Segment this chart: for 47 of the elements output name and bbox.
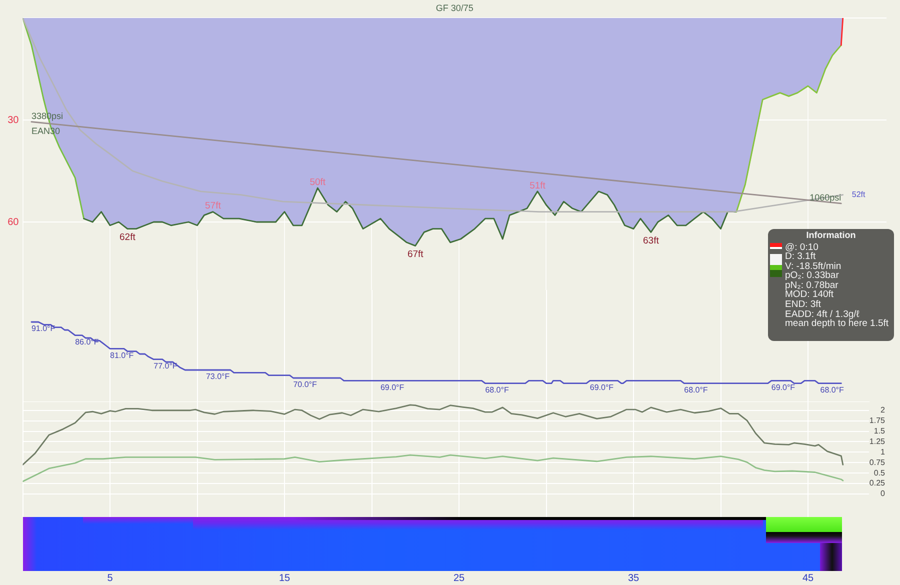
data-label: 52ft [852,190,866,200]
data-label: 70.0°F [293,380,318,390]
annotation: Information [805,229,857,241]
annotation: V: -18.5ft/min [785,260,842,272]
x-tick-label: 45 [802,572,814,584]
data-label: 68.0°F [684,386,708,395]
data-label: 68.0°F [820,386,844,395]
data-label: 63ft [643,236,660,247]
annotation: END: 3ft [785,299,821,310]
chart-title: GF 30/75 [436,2,474,13]
annotation: mean depth to here 1.5ft [785,318,889,330]
data-label: 69.0°F [380,382,404,392]
data-label: 51ft [530,180,546,192]
data-label: 57ft [205,200,222,212]
data-label: 67ft [407,249,424,260]
y2-tick-label: 0.25 [869,478,886,488]
data-label: 62ft [120,232,136,244]
annotation: EADD: 4ft / 1.3g/ℓ [785,308,860,320]
data-label: 69.0°F [590,382,614,392]
data-label: 50ft [310,176,326,188]
annotation: D: 3.1ft [785,251,816,262]
data-label: 68.0°F [485,386,509,395]
data-label: 81.0°F [110,350,134,360]
data-label: 91.0°F [31,324,56,334]
y-tick-label: 60 [8,216,20,228]
y2-tick-label: 1 [880,447,886,456]
x-tick-label: 15 [278,572,291,584]
data-label: 77.0°F [154,362,178,371]
y-tick-label: 30 [8,114,20,126]
data-label: 73.0°F [206,372,230,382]
x-tick-label: 25 [453,572,466,584]
y2-tick-label: 0 [880,489,886,498]
annotation: pO₂: 0.33bar [785,270,840,282]
data-label: 86.0°F [75,338,99,347]
data-label: 1060psi [810,192,842,202]
y2-tick-label: 0.5 [874,468,886,478]
x-tick-label: 35 [628,572,640,584]
x-tick-label: 5 [107,572,114,584]
y2-tick-label: 0.75 [869,458,886,467]
data-label: 69.0°F [771,382,796,392]
y2-tick-label: 1.5 [874,426,886,436]
y2-tick-label: 1.75 [869,416,886,426]
annotation: MOD: 140ft [785,289,835,300]
y2-tick-label: 1.25 [869,436,886,446]
annotation: pN₂: 0.78bar [785,280,840,291]
annotation: @: 0:10 [785,242,820,252]
y2-tick-label: 2 [880,406,886,415]
